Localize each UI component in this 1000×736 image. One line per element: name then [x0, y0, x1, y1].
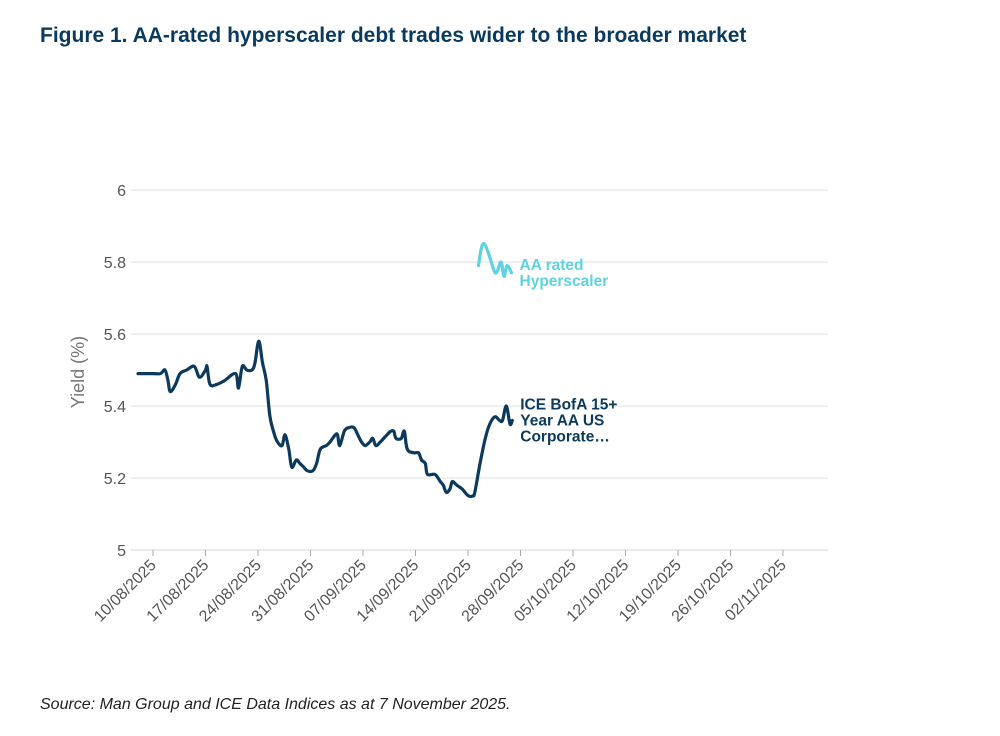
y-tick-label: 6 — [117, 183, 126, 200]
series-line-0 — [136, 339, 514, 499]
source-note: Source: Man Group and ICE Data Indices a… — [40, 696, 511, 713]
line-chart: 5 5.2 5.4 5.6 5.8 6 10/08/202517/08/202524/08… — [68, 183, 828, 625]
y-tick-label: 5.6 — [104, 327, 126, 344]
series-label-line: ICE BofA 15+ — [520, 396, 617, 413]
series-layer — [136, 242, 514, 499]
x-axis-ticks: 10/08/202517/08/202524/08/202531/08/2025… — [91, 550, 790, 625]
y-axis-label: Yield (%) — [68, 336, 88, 408]
series-label-line: Year AA US — [520, 412, 604, 429]
chart-title: Figure 1. AA-rated hyperscaler debt trad… — [40, 24, 747, 47]
series-label-0: ICE BofA 15+ Year AA US Corporate… — [520, 396, 617, 445]
y-tick-label: 5.8 — [104, 255, 126, 272]
series-label-1: AA rated Hyperscaler — [520, 257, 609, 290]
y-tick-label: 5 — [117, 543, 126, 560]
y-axis-ticks: 5 5.2 5.4 5.6 5.8 6 — [104, 183, 126, 560]
y-tick-label: 5.2 — [104, 471, 126, 488]
series-label-line: AA rated — [520, 257, 584, 274]
series-labels: ICE BofA 15+ Year AA US Corporate… AA rated… — [520, 257, 618, 446]
y-tick-label: 5.4 — [104, 399, 126, 416]
series-label-line: Corporate… — [520, 428, 610, 445]
series-label-line: Hyperscaler — [520, 273, 609, 290]
gridlines — [131, 189, 828, 479]
series-line-1 — [476, 242, 514, 279]
